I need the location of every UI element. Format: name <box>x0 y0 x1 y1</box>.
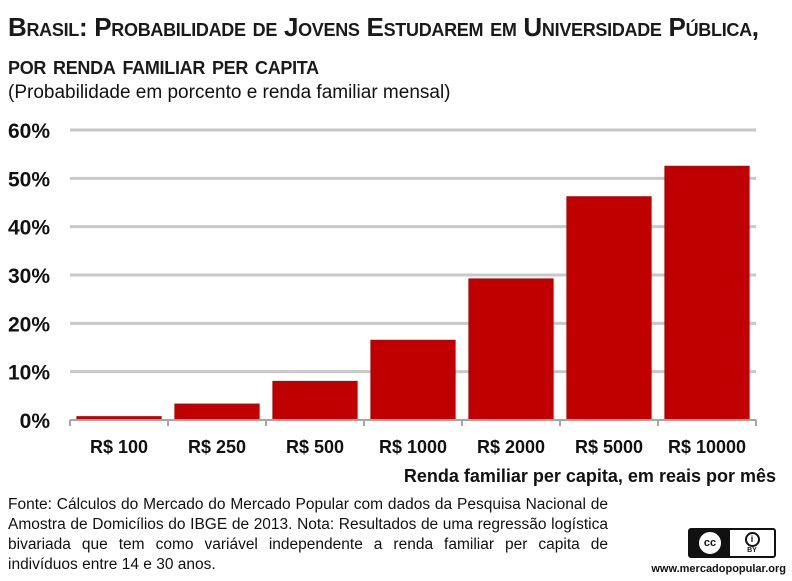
cc-logo: cc <box>690 530 730 556</box>
x-tick-label: R$ 10000 <box>668 437 746 457</box>
x-tick-label: R$ 250 <box>188 437 246 457</box>
creative-commons-by-icon: cc i BY <box>688 528 776 558</box>
y-tick-label: 60% <box>8 120 50 143</box>
chart-subtitle: (Probabilidade em porcento e renda famil… <box>8 82 451 103</box>
x-tick-label: R$ 100 <box>90 437 148 457</box>
person-icon: i <box>744 531 760 547</box>
y-tick-label: 0% <box>20 410 51 433</box>
chart-title: Brasil: Probabilidade de Jovens Estudare… <box>8 12 759 80</box>
y-tick-label: 30% <box>8 265 50 288</box>
by-label: BY <box>747 546 757 554</box>
bar <box>272 380 358 420</box>
x-tick-label: R$ 500 <box>286 437 344 457</box>
by-mark: i BY <box>730 530 774 556</box>
y-tick-label: 40% <box>8 217 50 240</box>
bar <box>664 165 750 420</box>
bar <box>566 196 652 420</box>
y-tick-label: 10% <box>8 362 50 385</box>
source-note: Fonte: Cálculos do Mercado do Mercado Po… <box>8 496 608 573</box>
x-axis-label: Renda familiar per capita, em reais por … <box>403 466 776 486</box>
bar <box>174 403 260 420</box>
bar <box>468 278 554 420</box>
y-tick-label: 20% <box>8 313 50 336</box>
bar <box>370 339 456 420</box>
y-tick-label: 50% <box>8 168 50 191</box>
x-tick-label: R$ 5000 <box>575 437 643 457</box>
x-tick-label: R$ 1000 <box>379 437 447 457</box>
cc-mark: cc <box>699 532 721 554</box>
x-tick-label: R$ 2000 <box>477 437 545 457</box>
bar <box>76 416 162 420</box>
website-url: www.mercadopopular.org <box>651 563 786 575</box>
